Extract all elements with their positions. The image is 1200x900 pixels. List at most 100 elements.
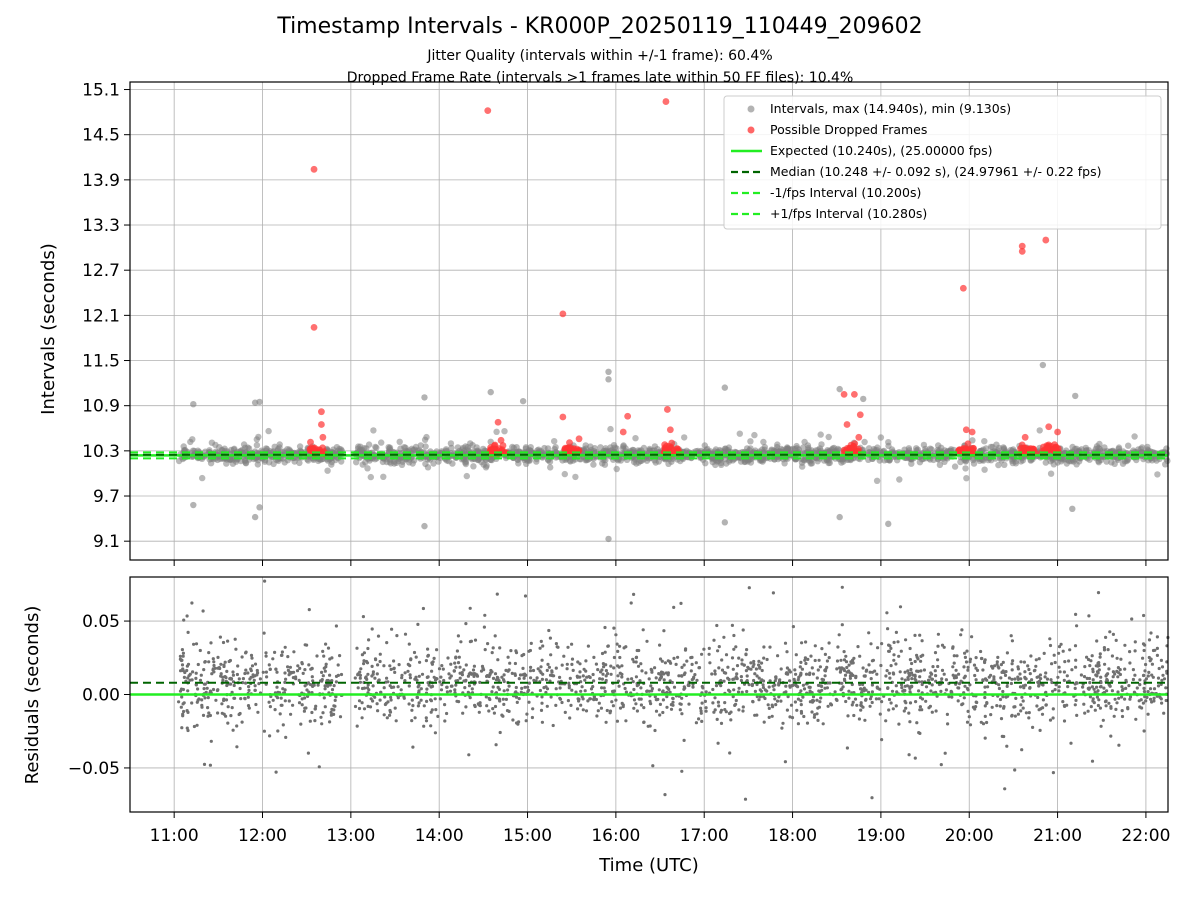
residual-point — [389, 667, 393, 672]
interval-point — [253, 436, 260, 443]
interval-point — [938, 444, 945, 451]
residual-point — [917, 689, 921, 693]
residual-point — [466, 674, 470, 678]
residual-point — [473, 704, 477, 709]
residual-point — [775, 699, 780, 703]
residual-point — [736, 690, 741, 694]
residual-point — [353, 676, 357, 680]
residual-point — [208, 713, 212, 718]
residual-point — [697, 717, 701, 721]
residual-point — [181, 714, 185, 718]
interval-point — [1162, 461, 1169, 468]
residual-point — [926, 678, 931, 682]
residual-point — [665, 695, 669, 699]
residual-point — [390, 627, 394, 631]
residual-point — [1126, 707, 1130, 711]
residual-point — [307, 663, 311, 667]
residual-point — [478, 680, 482, 685]
residual-point — [632, 698, 637, 702]
interval-point — [1069, 505, 1076, 513]
residual-point — [1089, 659, 1093, 663]
residual-point — [657, 688, 661, 692]
interval-point — [270, 460, 277, 468]
residual-point — [1151, 675, 1155, 679]
residual-point — [1141, 642, 1146, 646]
residual-point — [1112, 714, 1116, 718]
residual-point — [719, 678, 723, 683]
residual-point — [717, 645, 721, 649]
residual-point — [326, 646, 331, 650]
residual-point — [1003, 787, 1007, 791]
residual-point — [403, 671, 407, 675]
residual-point — [1021, 706, 1025, 710]
interval-point — [253, 442, 261, 449]
residual-point — [454, 656, 458, 660]
residual-point — [530, 715, 535, 720]
residual-point — [821, 678, 826, 682]
bottom-y-tick-label: −0.05 — [68, 759, 120, 779]
dropped-frame-point — [959, 284, 967, 292]
residual-point — [723, 701, 727, 705]
residual-point — [784, 690, 788, 694]
residual-point — [951, 645, 955, 649]
residual-point — [804, 661, 808, 666]
residual-point — [936, 664, 940, 669]
residual-point — [802, 714, 806, 719]
residual-point — [920, 680, 924, 684]
residual-point — [515, 700, 519, 705]
residual-point — [847, 663, 851, 667]
residual-point — [1117, 743, 1121, 747]
residual-point — [757, 698, 761, 702]
residual-point — [256, 710, 260, 714]
residual-point — [385, 716, 389, 720]
residual-point — [468, 696, 472, 700]
residual-point — [897, 722, 901, 726]
residual-point — [226, 705, 230, 709]
residual-point — [249, 653, 254, 658]
residual-point — [548, 636, 553, 640]
residual-point — [727, 677, 731, 682]
residual-point — [799, 699, 803, 703]
residual-point — [690, 662, 694, 667]
residual-point — [757, 659, 761, 664]
residual-point — [672, 685, 677, 689]
residual-point — [410, 698, 414, 702]
interval-point — [802, 455, 809, 463]
interval-point — [901, 446, 908, 453]
interval-point — [1092, 445, 1100, 453]
residual-point — [1009, 681, 1014, 686]
residual-point — [576, 707, 580, 711]
residual-point — [580, 695, 584, 699]
residual-point — [753, 689, 758, 694]
residual-point — [1109, 705, 1113, 709]
residual-point — [280, 650, 284, 654]
residual-point — [603, 650, 607, 654]
residual-point — [412, 650, 417, 655]
residual-point — [768, 679, 772, 683]
residual-point — [998, 697, 1003, 702]
residual-point — [788, 715, 792, 719]
residual-point — [981, 679, 985, 683]
interval-point — [1047, 470, 1055, 477]
residual-point — [222, 663, 226, 667]
residual-point — [661, 698, 666, 702]
residual-point — [972, 663, 977, 667]
residual-point — [332, 712, 336, 717]
legend-intervals: Intervals, max (14.940s), min (9.130s) — [770, 101, 1011, 116]
residual-point — [486, 642, 490, 646]
residual-point — [549, 695, 553, 699]
residual-point — [466, 690, 470, 695]
residual-point — [783, 760, 788, 764]
interval-point — [493, 428, 500, 435]
residual-point — [828, 681, 832, 685]
residual-point — [513, 672, 517, 676]
residual-point — [711, 687, 715, 692]
residual-point — [1137, 699, 1141, 703]
residual-point — [192, 724, 196, 729]
residual-point — [957, 672, 961, 676]
residual-point — [1118, 672, 1122, 677]
interval-point — [1058, 455, 1065, 462]
residual-point — [581, 674, 585, 678]
residual-point — [964, 660, 969, 664]
